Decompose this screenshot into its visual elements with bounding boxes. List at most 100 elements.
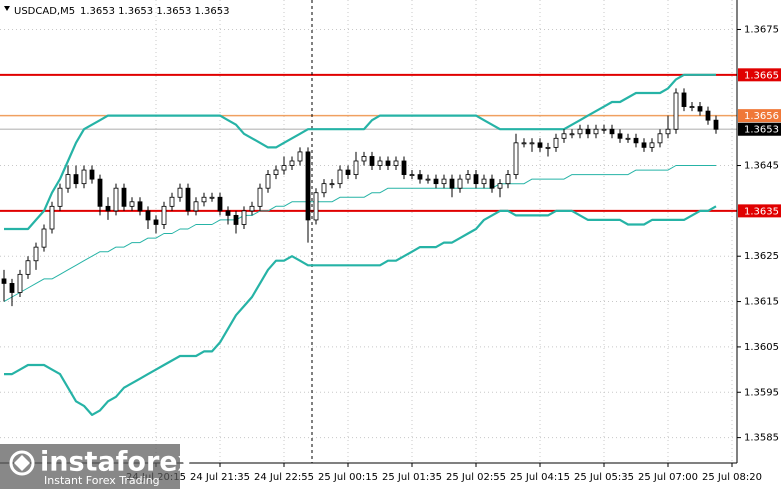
- candle-body: [81, 169, 87, 185]
- candle-body: [713, 119, 719, 130]
- candle-body: [513, 142, 519, 175]
- level-label: 1.3653: [744, 125, 779, 136]
- level-labels: 1.3665 1.3635 1.3656 1.3653: [738, 68, 781, 218]
- watermark-box: [0, 444, 180, 489]
- candle-body: [345, 169, 351, 175]
- candle-body: [97, 178, 103, 207]
- candle-body: [401, 160, 407, 175]
- y-tick-label: 1.3645: [744, 161, 779, 172]
- candle-body: [481, 178, 487, 185]
- candle-body: [105, 205, 111, 212]
- candle-body: [153, 219, 159, 225]
- header-icon: [4, 6, 10, 11]
- candle-body: [297, 151, 303, 162]
- candle-body: [585, 128, 591, 135]
- bollinger-bands: [3, 73, 717, 416]
- candle-body: [465, 174, 471, 180]
- candle-body: [569, 133, 575, 136]
- candle-body: [361, 156, 367, 162]
- x-tick-label: 25 Jul 08:20: [702, 472, 762, 483]
- candle-body: [249, 205, 255, 212]
- candle-body: [305, 151, 311, 221]
- candle-body: [121, 187, 127, 207]
- candle-body: [129, 201, 135, 207]
- candle-body: [529, 142, 535, 145]
- candle-body: [473, 174, 479, 185]
- candle-body: [577, 128, 583, 135]
- candle-body: [417, 174, 423, 180]
- band-lower: [4, 205, 717, 416]
- candle-body: [225, 210, 231, 216]
- candle-body: [601, 128, 607, 131]
- candles: [1, 88, 719, 307]
- x-tick-label: 25 Jul 05:35: [574, 472, 634, 483]
- candle-body: [457, 178, 463, 189]
- candle-body: [689, 106, 695, 108]
- candle-body: [561, 133, 567, 139]
- candle-body: [265, 174, 271, 189]
- candle-body: [377, 160, 383, 166]
- candle-body: [641, 142, 647, 148]
- candle-body: [553, 137, 559, 148]
- candle-body: [537, 142, 543, 148]
- candle-body: [329, 183, 335, 186]
- candle-body: [169, 196, 175, 207]
- level-label-box: [738, 68, 781, 82]
- x-tick-label: 25 Jul 02:55: [446, 472, 506, 483]
- grid: [0, 0, 736, 463]
- candle-body: [89, 169, 95, 180]
- candle-body: [113, 187, 119, 212]
- candle-body: [233, 215, 239, 225]
- candle-body: [217, 196, 223, 212]
- x-tick-label: 25 Jul 04:15: [510, 472, 570, 483]
- candle-body: [593, 128, 599, 135]
- level-label-box: [738, 122, 781, 136]
- candle-body: [433, 178, 439, 185]
- candle-body: [201, 196, 207, 203]
- symbol: USDCAD,M5: [14, 6, 75, 17]
- x-tick-label: 24 Jul 22:55: [254, 472, 314, 483]
- candle-body: [33, 246, 39, 262]
- y-tick-label: 1.3585: [744, 433, 779, 444]
- candle-body: [633, 137, 639, 144]
- watermark-icon: [9, 450, 35, 476]
- candle-body: [9, 283, 15, 293]
- candle-body: [209, 196, 215, 199]
- candle-body: [673, 92, 679, 130]
- candle-body: [441, 178, 447, 185]
- candle-body: [137, 201, 143, 212]
- candle-body: [657, 133, 663, 144]
- candle-body: [313, 192, 319, 221]
- candle-body: [161, 205, 167, 225]
- candle-body: [385, 160, 391, 166]
- candle-body: [25, 260, 31, 275]
- x-tick-label: 25 Jul 00:15: [318, 472, 378, 483]
- candle-body: [609, 128, 615, 135]
- candle-body: [337, 169, 343, 185]
- candle-body: [145, 210, 151, 221]
- candle-body: [681, 92, 687, 107]
- candle-body: [321, 183, 327, 194]
- level-label: 1.3635: [744, 206, 779, 217]
- candle-body: [521, 142, 527, 145]
- candle-body: [545, 146, 551, 149]
- candle-body: [273, 169, 279, 175]
- candle-body: [665, 128, 671, 135]
- level-label: 1.3665: [744, 70, 779, 81]
- y-tick-label: 1.3615: [744, 297, 779, 308]
- y-tick-label: 1.3675: [744, 24, 779, 35]
- candle-body: [193, 201, 199, 212]
- candle-body: [57, 187, 63, 207]
- candle-body: [73, 174, 79, 185]
- candle-body: [697, 106, 703, 112]
- x-tick-label: 25 Jul 07:00: [638, 472, 698, 483]
- candle-body: [177, 187, 183, 198]
- x-tick-label: 25 Jul 01:35: [382, 472, 442, 483]
- watermark: instaforex Instant Forex Trading: [0, 444, 195, 489]
- candle-body: [449, 178, 455, 189]
- candle-body: [505, 174, 511, 185]
- candle-body: [425, 178, 431, 181]
- candle-body: [353, 160, 359, 175]
